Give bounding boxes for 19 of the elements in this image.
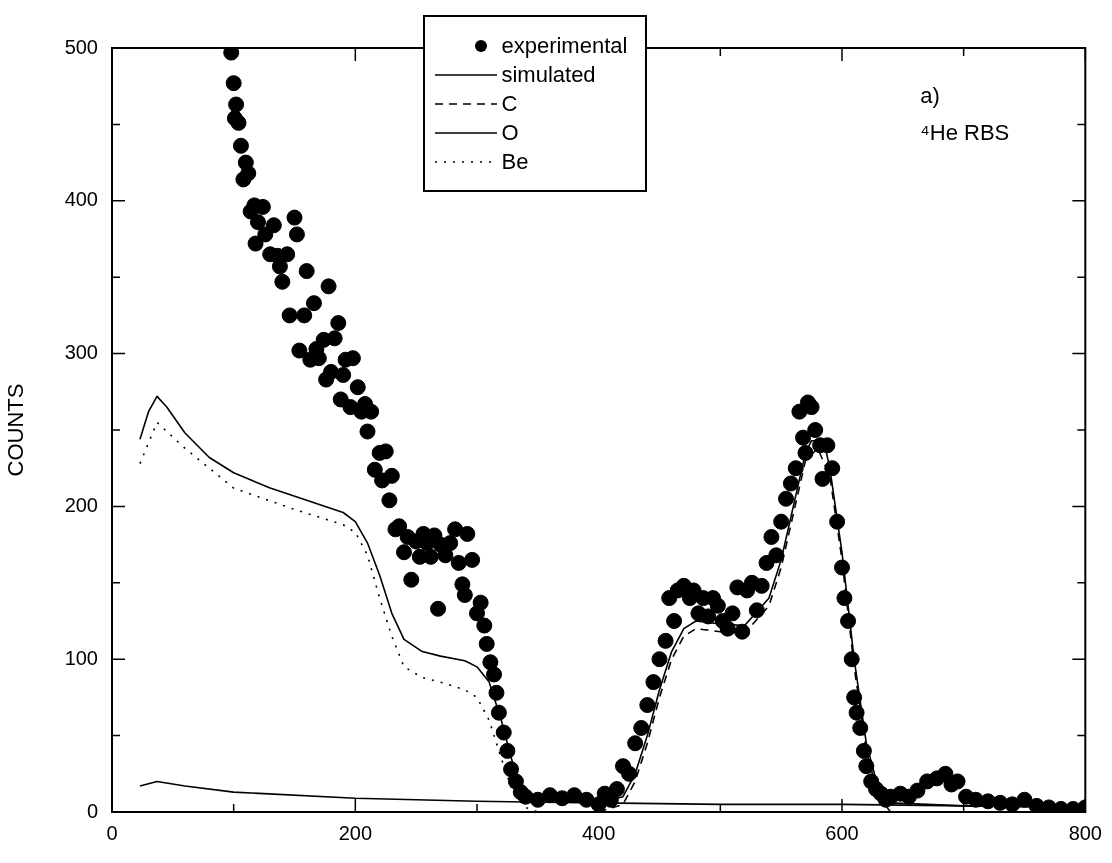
legend-label: simulated [501,61,596,89]
annotation: ⁴He RBS [920,120,1010,145]
y-tick-label: 100 [64,646,98,669]
x-tick-label: 800 [1068,821,1102,844]
x-tick-label: 400 [581,821,616,844]
x-tick-label: 0 [106,821,118,844]
y-axis-title: COUNTS [3,383,29,477]
legend-label: experimental [501,32,628,60]
legend-label: Be [501,148,529,176]
y-tick-label: 400 [64,188,98,211]
legend-label: O [501,119,519,147]
x-tick-label: 200 [338,821,373,844]
annotation: a) [920,83,940,108]
y-tick-label: 300 [64,341,98,364]
x-tick-label: 600 [825,821,859,844]
legend-label: C [501,90,518,118]
y-tick-label: 0 [86,799,98,822]
y-tick-label: 500 [64,35,98,58]
y-tick-label: 200 [64,493,98,516]
